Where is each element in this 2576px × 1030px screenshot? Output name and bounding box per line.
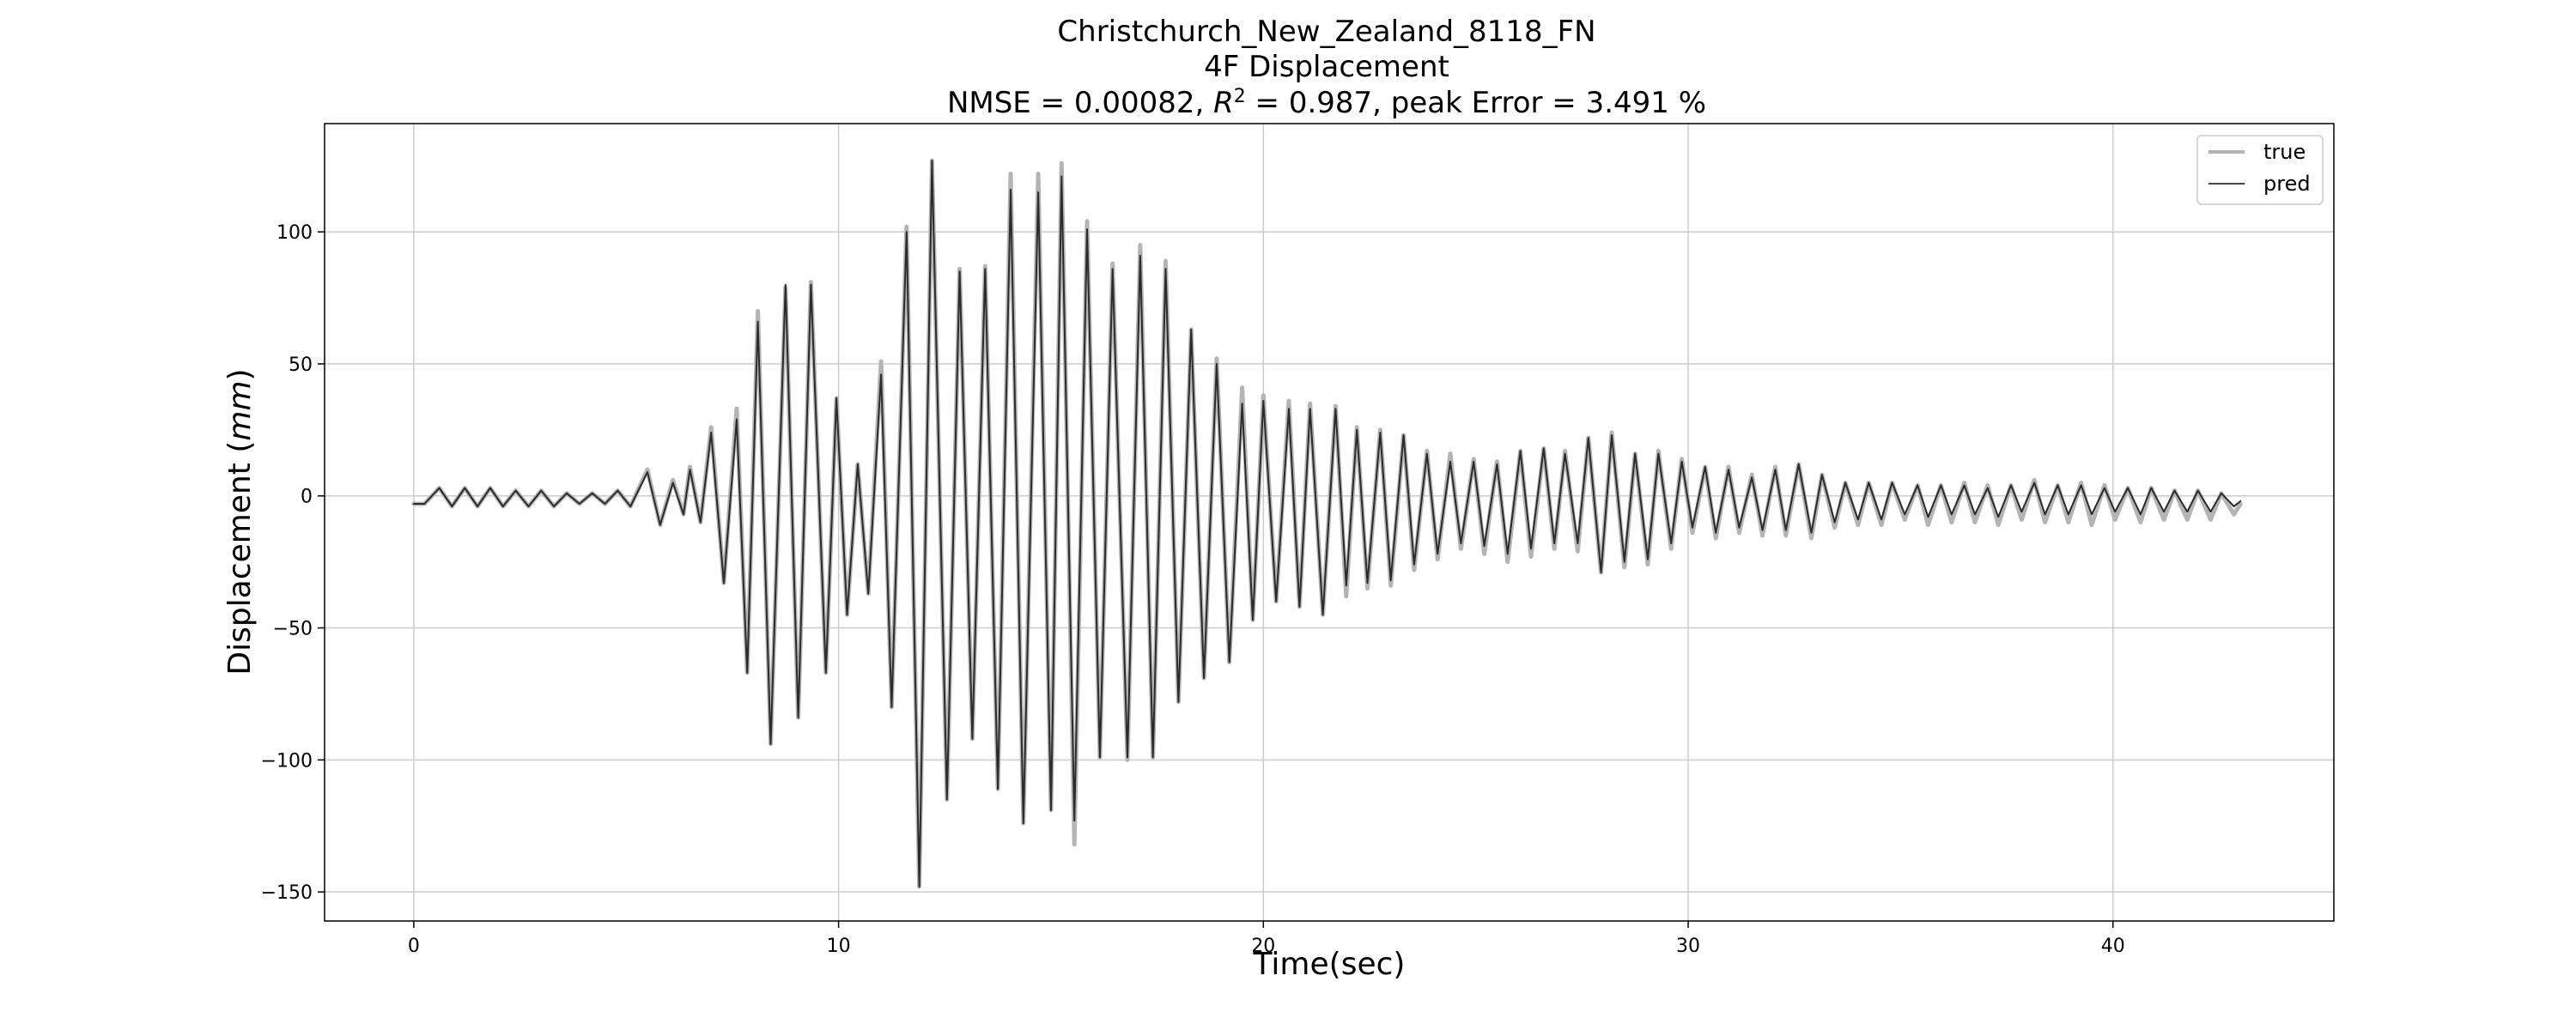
legend-label-true: true xyxy=(2263,140,2306,164)
x-tick-label: 30 xyxy=(1676,936,1700,957)
x-tick-label: 0 xyxy=(408,936,420,957)
legend: true pred xyxy=(2196,135,2324,205)
metrics-r2-symbol: R xyxy=(1213,86,1234,120)
y-axis-label-prefix: Displacement ( xyxy=(222,441,258,676)
grid xyxy=(325,124,2334,921)
y-tick-label: −50 xyxy=(273,619,313,640)
chart-title: Christchurch_New_Zealand_8118_FN xyxy=(1057,15,1595,49)
series-line-pred xyxy=(412,160,2242,888)
chart-subtitle: 4F Displacement xyxy=(1204,50,1449,84)
y-axis-label: Displacement (mm) xyxy=(222,368,258,675)
axis-ticks: 0 10 20 30 40 100 50 0 −50 −100 −150 xyxy=(261,222,2125,957)
y-tick-label: 50 xyxy=(289,354,313,376)
y-tick-label: −150 xyxy=(261,882,313,904)
x-axis-label: Time(sec) xyxy=(1253,947,1406,982)
plot-series xyxy=(411,158,2243,889)
metrics-prefix: NMSE = 0.00082, xyxy=(947,86,1213,120)
chart-metrics: NMSE = 0.00082, R2 = 0.987, peak Error =… xyxy=(947,86,1706,120)
plot-frame xyxy=(324,123,2335,922)
x-tick-label: 10 xyxy=(827,936,851,957)
legend-label-pred: pred xyxy=(2263,172,2311,196)
y-axis-label-suffix: ) xyxy=(222,368,258,380)
metrics-r2-exponent: 2 xyxy=(1234,86,1246,107)
x-tick-label: 40 xyxy=(2101,936,2125,957)
y-tick-label: 0 xyxy=(301,487,313,508)
x-tick-label: 20 xyxy=(1251,936,1275,957)
y-tick-label: −100 xyxy=(261,750,313,772)
metrics-suffix: = 0.987, peak Error = 3.491 % xyxy=(1246,86,1706,120)
y-axis-label-unit: mm xyxy=(222,380,258,440)
y-tick-label: 100 xyxy=(276,222,313,244)
